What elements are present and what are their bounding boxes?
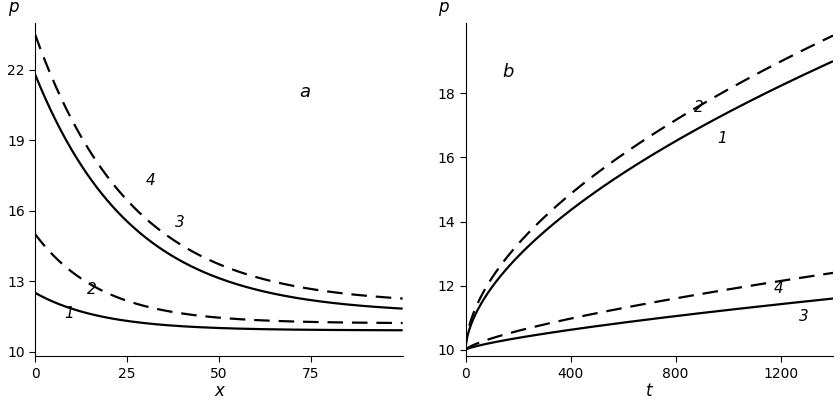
Y-axis label: p: p [438,0,449,16]
X-axis label: x: x [214,382,223,400]
Text: 4: 4 [145,173,155,188]
Text: 3: 3 [175,215,185,230]
Text: 3: 3 [799,309,809,324]
Text: 4: 4 [774,281,784,296]
Text: 2: 2 [87,282,97,297]
Text: 2: 2 [694,100,704,115]
X-axis label: t: t [646,382,653,400]
Text: 1: 1 [65,306,74,322]
Text: b: b [502,63,513,81]
Y-axis label: p: p [8,0,18,16]
Text: 1: 1 [717,131,727,146]
Text: a: a [300,83,311,101]
